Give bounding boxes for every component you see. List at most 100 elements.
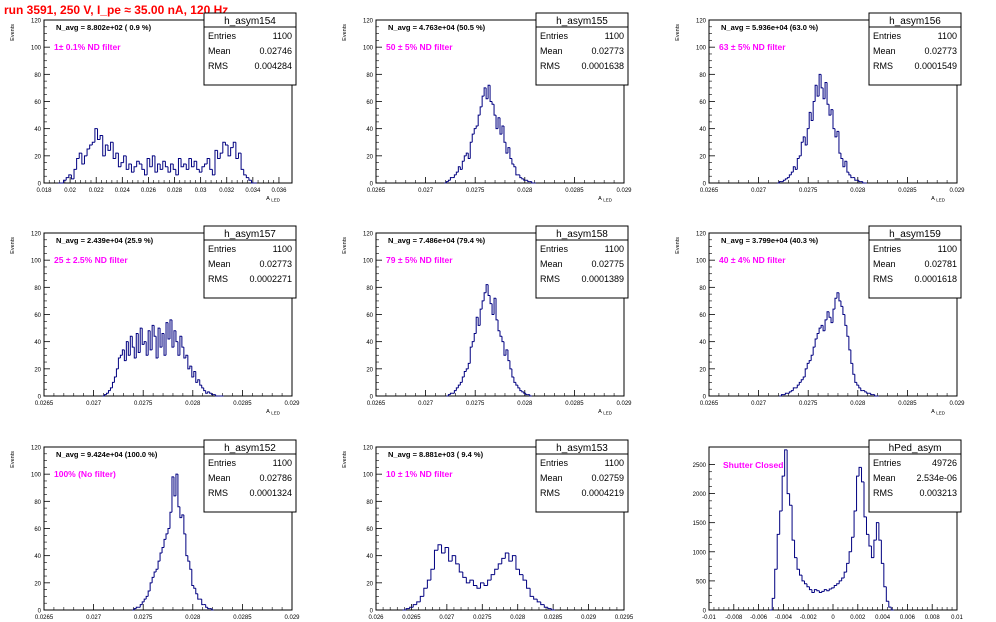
- histogram-bin: [201, 385, 204, 389]
- histogram-bin: [81, 153, 85, 165]
- histogram-bin: [796, 384, 800, 388]
- y-tick-label: 100: [363, 259, 374, 265]
- histogram-bin: [157, 560, 161, 570]
- histogram-bin: [865, 516, 869, 535]
- histogram-bin: [846, 562, 850, 573]
- histogram-bin: [104, 144, 108, 156]
- histogram-panel: 0 20 40 60 80 100 120 0.0265 0.027 0.0275 0.028 0.0…: [10, 225, 300, 416]
- run-title: run 3591, 250 V, I_pe ≈ 35.00 nA, 120 Hz: [4, 3, 229, 17]
- histogram-bin: [491, 303, 495, 315]
- histogram-bin: [459, 166, 463, 170]
- histogram-panel: 0 500 1000 1500 2000 2500 -0.01 -0.008 -0.006 -0.…: [693, 439, 963, 621]
- x-tick-label: 0.029: [284, 401, 300, 407]
- histogram-bin: [121, 349, 125, 356]
- histogram-bin: [838, 292, 841, 302]
- histogram-bin: [818, 327, 822, 334]
- histogram-bin: [129, 335, 133, 356]
- x-tick-label: 0.002: [850, 615, 866, 621]
- histogram-bin: [131, 336, 135, 348]
- histogram-bin: [471, 133, 475, 143]
- histogram-bin: [778, 181, 782, 183]
- x-tick-label: 0.0285: [565, 188, 584, 194]
- histogram-bin: [479, 106, 483, 116]
- y-tick-label: 100: [363, 473, 374, 479]
- histogram-bin: [813, 589, 817, 593]
- stats-value: 1100: [938, 244, 957, 254]
- histogram-bin: [841, 577, 845, 581]
- histogram-bin: [814, 338, 818, 348]
- histogram-bin: [497, 319, 500, 332]
- histogram-bin: [465, 577, 470, 584]
- y-tick-label: 80: [34, 73, 41, 79]
- histogram-bin: [850, 174, 853, 179]
- histogram-bin: [828, 588, 832, 591]
- y-tick-label: 40: [699, 127, 706, 133]
- x-tick-label: 0.0265: [35, 615, 54, 621]
- histogram-bin: [816, 333, 820, 339]
- stats-value: 0.0002271: [249, 274, 292, 284]
- histogram-bin: [205, 390, 208, 394]
- histogram-bin: [796, 557, 800, 570]
- histogram-bin: [240, 153, 244, 170]
- y-tick-label: 20: [699, 154, 706, 160]
- histogram-bin: [508, 552, 513, 562]
- histogram-bin: [211, 393, 214, 396]
- x-tick-label: 0.0265: [367, 188, 386, 194]
- histogram-bin: [511, 555, 516, 562]
- y-tick-label: 120: [31, 446, 42, 452]
- stats-value: 0.02759: [591, 473, 624, 483]
- y-tick-label: 40: [34, 554, 41, 560]
- stats-label: Mean: [873, 259, 896, 269]
- histogram-bin: [141, 601, 145, 605]
- histogram-bin: [112, 142, 116, 160]
- histogram-bin: [796, 158, 800, 170]
- histogram-bin: [155, 568, 159, 572]
- histogram-bin: [141, 163, 145, 170]
- filter-annotation: 100% (No filter): [54, 469, 116, 479]
- stats-label: Mean: [208, 46, 231, 56]
- histogram-bin: [137, 333, 141, 354]
- histogram-bin: [818, 590, 822, 594]
- histogram-bin: [155, 336, 159, 359]
- histogram-bin: [193, 160, 197, 167]
- stats-value: 0.02746: [259, 46, 292, 56]
- histogram-bin: [834, 297, 837, 310]
- histogram-bin: [167, 528, 170, 534]
- histogram-bin: [65, 177, 69, 181]
- histogram-bin: [794, 540, 798, 559]
- navg-box: [53, 448, 188, 460]
- x-tick-label: 0.026: [141, 188, 157, 194]
- stats-value: 1100: [273, 31, 292, 41]
- y-tick-label: 20: [699, 367, 706, 373]
- histogram-bin: [477, 114, 481, 126]
- stats-value: 0.0001549: [914, 61, 957, 71]
- histogram-bin: [235, 142, 239, 160]
- navg-box: [385, 234, 520, 246]
- y-tick-label: 500: [696, 579, 707, 585]
- histogram-bin: [505, 349, 508, 356]
- stats-box-frame: [203, 439, 297, 513]
- stats-value: 1100: [605, 31, 624, 41]
- stats-value: 1100: [605, 244, 624, 254]
- histogram-bin: [838, 131, 841, 154]
- x-tick-label: 0.022: [89, 188, 105, 194]
- histogram-bin: [885, 586, 889, 602]
- histogram-bin: [136, 160, 140, 167]
- histogram-bin: [119, 354, 123, 358]
- histogram-bin: [151, 155, 155, 167]
- x-tick-label: -0.008: [725, 615, 743, 621]
- stats-box-frame: [868, 225, 962, 299]
- x-tick-label: 0.0275: [134, 401, 153, 407]
- histogram-bin: [190, 158, 195, 168]
- histogram-bin: [149, 582, 153, 591]
- histogram-bin: [183, 514, 186, 535]
- y-tick-label: 80: [699, 73, 706, 79]
- histogram-bin: [806, 583, 810, 588]
- histogram-bin: [844, 160, 847, 167]
- histogram-bin: [207, 607, 210, 610]
- histogram-bin: [519, 174, 522, 179]
- x-tick-label: 0.0265: [35, 401, 54, 407]
- histogram-bin: [165, 533, 168, 540]
- x-tick-label: 0.027: [439, 615, 455, 621]
- filter-annotation: 40 ± 4% ND filter: [719, 255, 786, 265]
